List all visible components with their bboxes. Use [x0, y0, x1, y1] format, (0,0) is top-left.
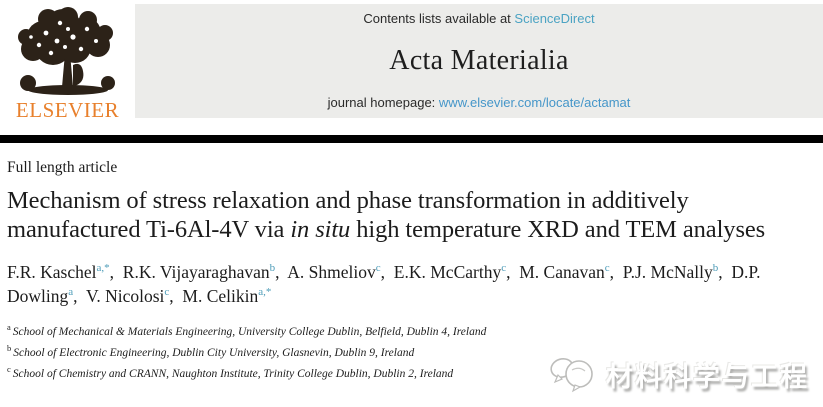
author-affiliation-superscript: a: [68, 285, 74, 298]
article-title-part1: Mechanism of stress relaxation and phase…: [7, 187, 689, 244]
author-name: V. Nicolosic,: [85, 285, 179, 306]
author-name: F.R. Kaschela,*,: [7, 262, 119, 283]
elsevier-tree-icon: [13, 7, 123, 99]
elsevier-wordmark: ELSEVIER: [15, 98, 120, 122]
contents-text: Contents lists available at: [363, 11, 515, 26]
watermark-text: 材料科学与工程: [606, 362, 809, 393]
journal-header: ELSEVIER Contents lists available at Sci…: [0, 0, 823, 121]
header-divider-bar: [0, 135, 823, 143]
affiliation-text: School of Chemistry and CRANN, Naughton …: [12, 367, 454, 380]
affiliation-line: a School of Mechanical & Materials Engine…: [7, 321, 814, 342]
affiliation-text: School of Mechanical & Materials Enginee…: [12, 326, 487, 339]
author-name: D.P. Dowlinga,: [7, 262, 761, 306]
journal-title: Acta Materialia: [389, 44, 569, 76]
author-affiliation-superscript: c: [501, 262, 507, 275]
article-type-label: Full length article: [7, 159, 118, 176]
article-title-italic: in situ: [290, 216, 351, 244]
author-affiliation-superscript: b: [712, 262, 719, 275]
article-title-part2: high temperature XRD and TEM analyses: [350, 216, 766, 244]
author-name: M. Canavanc,: [519, 262, 619, 283]
journal-banner: Contents lists available at ScienceDirec…: [135, 4, 823, 118]
affiliation-text: School of Electronic Engineering, Dublin…: [13, 346, 415, 359]
article-front-matter: Full length article Mechanism of stress …: [0, 159, 823, 383]
overlapping-bubbles-icon: [548, 350, 598, 399]
publisher-logo-box: ELSEVIER: [0, 4, 135, 121]
contents-line: Contents lists available at ScienceDirec…: [363, 11, 594, 26]
author-affiliation-superscript: a,*: [96, 262, 110, 275]
homepage-line: journal homepage: www.elsevier.com/locat…: [328, 95, 631, 110]
journal-homepage-link[interactable]: www.elsevier.com/locate/actamat: [438, 95, 631, 110]
author-affiliation-superscript: c: [375, 262, 381, 275]
affiliation-line: b School of Electronic Engineering, Dubli…: [7, 342, 814, 363]
author-name: E.K. McCarthyc,: [393, 262, 515, 283]
watermark: 材料科学与工程: [548, 350, 809, 399]
author-name: M. Celikina,*: [182, 285, 272, 306]
affiliation-line: c School of Chemistry and CRANN, Naughton…: [7, 363, 814, 384]
author-name: P.J. McNallyb,: [622, 262, 727, 283]
sciencedirect-link[interactable]: ScienceDirect: [514, 11, 595, 26]
author-name: R.K. Vijayaraghavanb,: [122, 262, 284, 283]
article-title: Mechanism of stress relaxation and phase…: [7, 186, 813, 245]
affiliation-superscript: b: [7, 343, 12, 354]
author-affiliation-superscript: c: [164, 285, 170, 298]
author-affiliation-superscript: c: [604, 262, 610, 275]
author-name: A. Shmeliovc,: [287, 262, 390, 283]
author-affiliation-superscript: a,*: [258, 285, 272, 298]
author-affiliation-superscript: b: [269, 262, 276, 275]
affiliation-superscript: c: [7, 363, 11, 374]
author-list: F.R. Kaschela,*, R.K. Vijayaraghavanb, A…: [7, 261, 813, 308]
homepage-label: journal homepage:: [327, 95, 439, 110]
affiliation-list: a School of Mechanical & Materials Engine…: [7, 321, 814, 383]
affiliation-superscript: a: [7, 322, 11, 333]
